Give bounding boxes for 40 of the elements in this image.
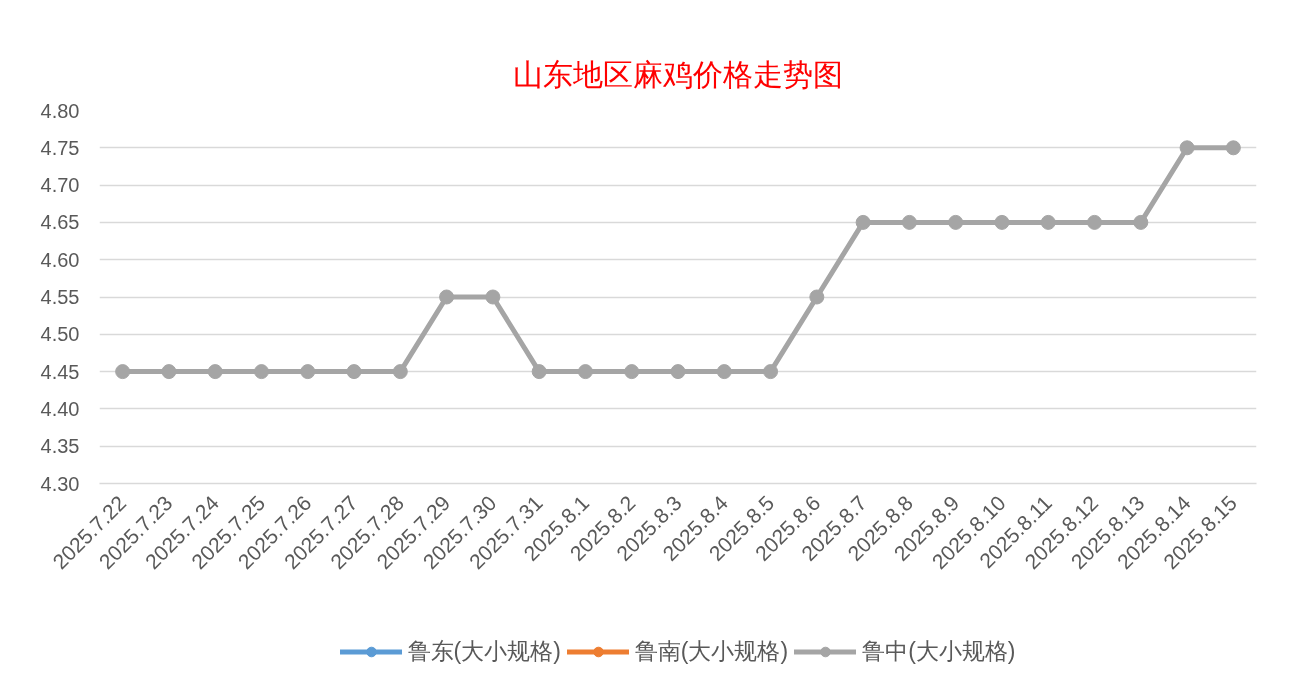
point: [855, 214, 871, 230]
point: [577, 364, 593, 380]
point: [994, 214, 1010, 230]
point: [670, 364, 686, 380]
point: [346, 364, 362, 380]
point: [300, 364, 316, 380]
point: [716, 364, 732, 380]
point: [531, 364, 547, 380]
point: [161, 364, 177, 380]
y-tick-label: 4.65: [40, 211, 80, 234]
point: [207, 364, 223, 380]
legend-label: 鲁南(大小规格): [634, 636, 789, 666]
point: [948, 214, 964, 230]
point: [439, 289, 455, 305]
point: [1179, 140, 1195, 156]
point: [1087, 214, 1103, 230]
point: [392, 364, 408, 380]
legend-label: 鲁东(大小规格): [407, 636, 561, 666]
y-tick-label: 4.60: [40, 248, 80, 271]
point: [253, 364, 269, 380]
y-tick-label: 4.30: [40, 472, 80, 495]
point: [901, 214, 917, 230]
chart-title: 山东地区麻鸡价格走势图: [513, 56, 843, 92]
y-tick-label: 4.40: [40, 397, 80, 420]
point: [809, 289, 825, 305]
point: [763, 364, 779, 380]
point: [1040, 214, 1056, 230]
y-tick-label: 4.70: [40, 174, 80, 197]
point: [1133, 214, 1149, 230]
legend-label: 鲁中(大小规格): [862, 636, 1016, 666]
y-tick-label: 4.45: [40, 360, 80, 383]
point: [624, 364, 640, 380]
y-tick-label: 4.80: [40, 99, 80, 122]
y-tick-label: 4.55: [40, 286, 80, 308]
point: [115, 364, 131, 380]
y-tick-label: 4.75: [40, 136, 80, 159]
point: [485, 289, 501, 305]
y-tick-label: 4.50: [40, 323, 80, 346]
y-tick-label: 4.35: [40, 435, 80, 458]
point: [1225, 140, 1241, 156]
